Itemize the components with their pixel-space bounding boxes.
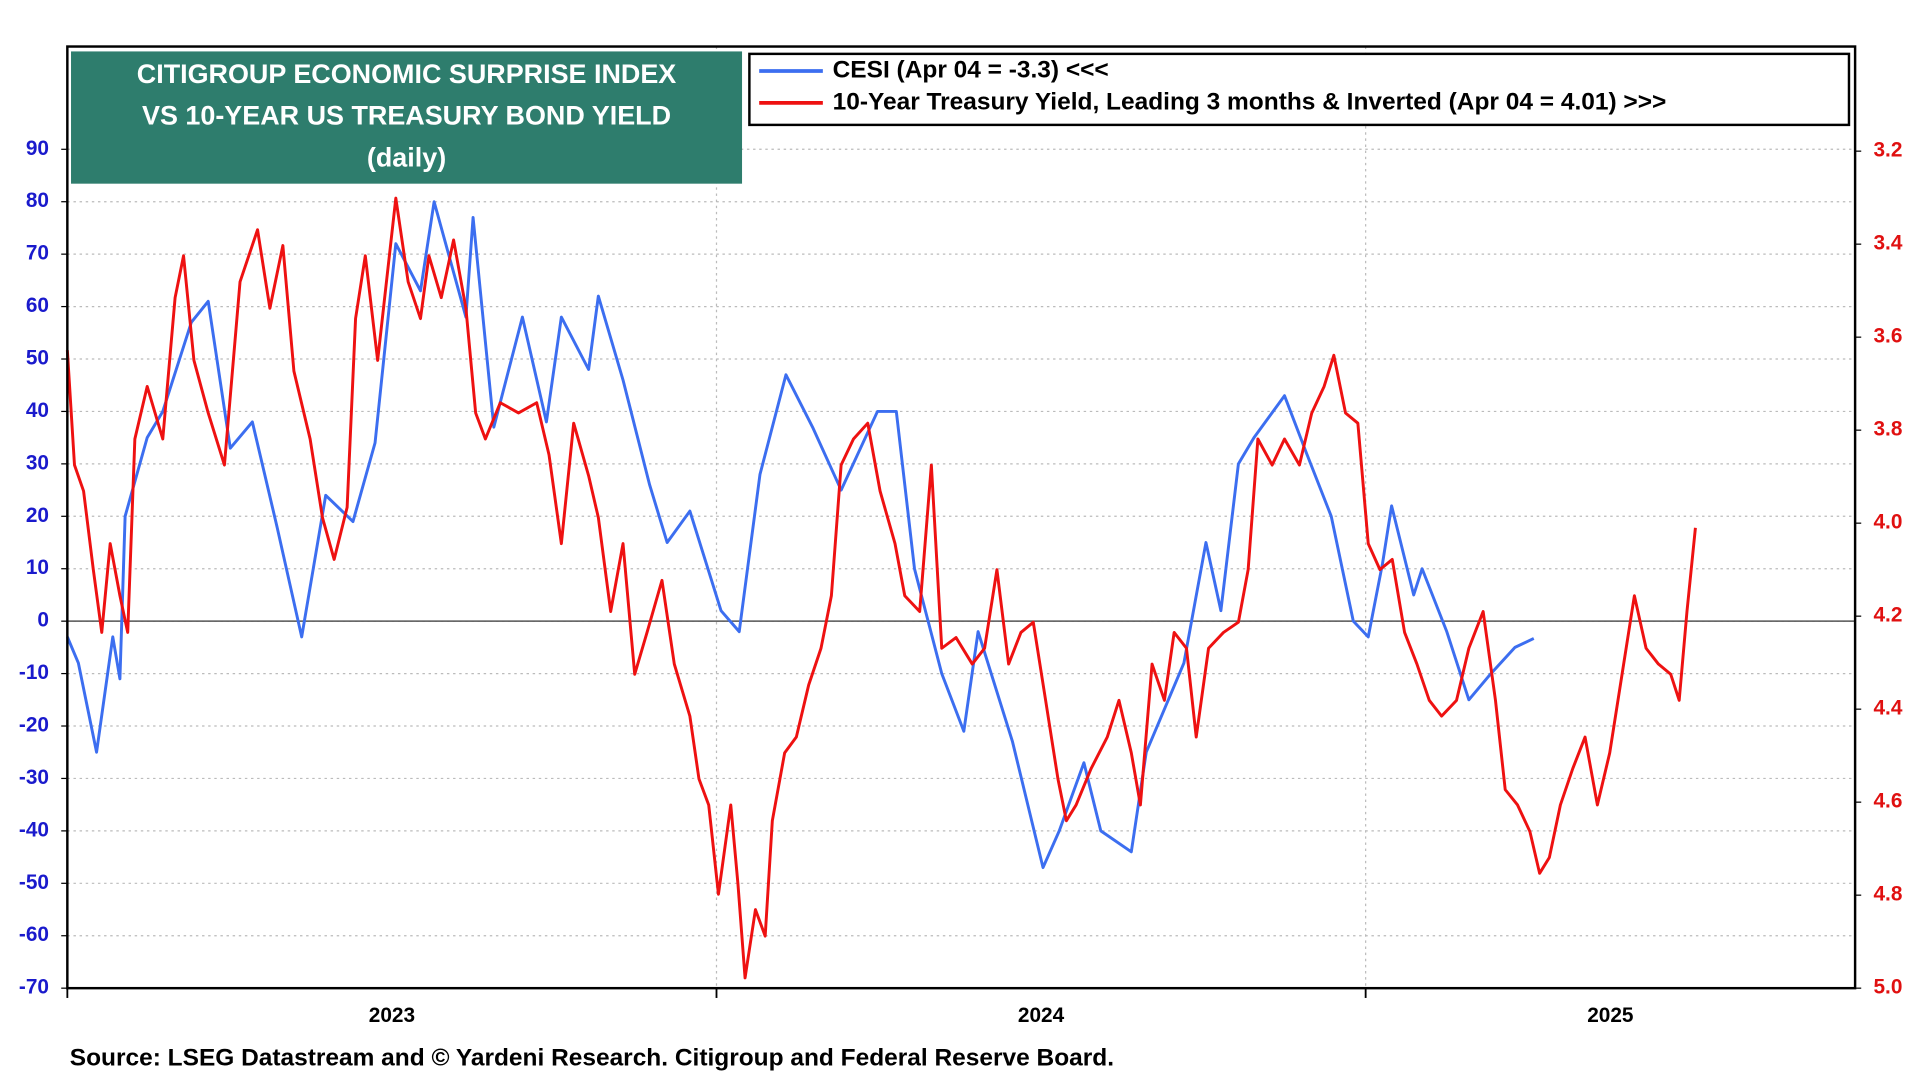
y2-tick-label: 4.8 bbox=[1873, 883, 1902, 906]
y-tick-label: 40 bbox=[26, 399, 49, 422]
y2-tick-label: 4.4 bbox=[1873, 697, 1902, 720]
y2-tick-label: 3.8 bbox=[1873, 418, 1902, 441]
x-tick-label: 2024 bbox=[1018, 1004, 1065, 1027]
y2-tick-label: 5.0 bbox=[1873, 976, 1902, 999]
y2-tick-label: 4.6 bbox=[1873, 790, 1902, 813]
grid-layer bbox=[61, 46, 1862, 998]
legend-label: 10-Year Treasury Yield, Leading 3 months… bbox=[833, 88, 1667, 115]
y-tick-label: -30 bbox=[19, 766, 49, 789]
plot-frame bbox=[66, 45, 1857, 990]
y-tick-label: 0 bbox=[37, 609, 49, 632]
y-tick-label: -40 bbox=[19, 818, 49, 841]
source-note: Source: LSEG Datastream and © Yardeni Re… bbox=[70, 1045, 1114, 1072]
y-tick-label: -50 bbox=[19, 871, 49, 894]
y-tick-label: -60 bbox=[19, 923, 49, 946]
line-layer bbox=[65, 196, 1697, 980]
y2-tick-label: 4.0 bbox=[1873, 511, 1902, 534]
legend: CESI (Apr 04 = -3.3) <<< 10-Year Treasury… bbox=[759, 56, 1666, 115]
y-tick-label: 10 bbox=[26, 556, 49, 579]
series-line bbox=[65, 196, 1697, 980]
series-line bbox=[65, 200, 1535, 870]
y-tick-label: 60 bbox=[26, 294, 49, 317]
y-tick-label: -20 bbox=[19, 714, 49, 737]
chart-title: CITIGROUP ECONOMIC SURPRISE INDEX bbox=[137, 59, 677, 89]
title-box bbox=[71, 51, 743, 184]
y2-tick-label: 4.2 bbox=[1873, 604, 1902, 627]
y2-tick-label: 3.6 bbox=[1873, 325, 1902, 348]
x-tick-label: 2023 bbox=[369, 1004, 415, 1027]
y-tick-label: -10 bbox=[19, 661, 49, 684]
y-tick-label: 90 bbox=[26, 137, 49, 160]
y-tick-label: 50 bbox=[26, 347, 49, 370]
chart-title: VS 10-YEAR US TREASURY BOND YIELD bbox=[142, 101, 671, 131]
y-tick-label: 30 bbox=[26, 451, 49, 474]
y2-tick-label: 3.4 bbox=[1873, 232, 1902, 255]
legend-label: CESI (Apr 04 = -3.3) <<< bbox=[833, 56, 1109, 83]
y-tick-label: 80 bbox=[26, 189, 49, 212]
y-tick-label: 20 bbox=[26, 504, 49, 527]
x-tick-label: 2025 bbox=[1587, 1004, 1633, 1027]
y2-tick-label: 3.2 bbox=[1873, 139, 1902, 162]
y-tick-label: 70 bbox=[26, 242, 49, 265]
legend-box bbox=[748, 52, 1851, 127]
chart-subtitle: (daily) bbox=[367, 142, 446, 172]
y-tick-label: -70 bbox=[19, 976, 49, 999]
